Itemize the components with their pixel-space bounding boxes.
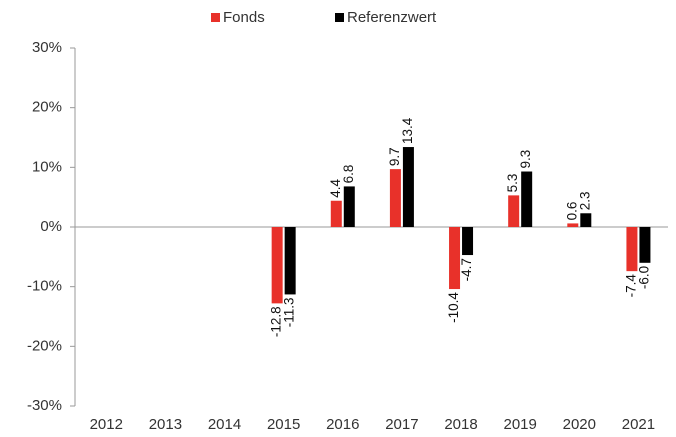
legend-swatch bbox=[335, 13, 344, 22]
x-tick-label: 2020 bbox=[563, 416, 596, 433]
bar bbox=[402, 147, 414, 227]
bar bbox=[449, 227, 461, 290]
data-label: -6.0 bbox=[636, 266, 651, 289]
bar bbox=[389, 169, 401, 227]
x-tick-label: 2016 bbox=[326, 416, 359, 433]
bar bbox=[521, 171, 533, 227]
x-tick-label: 2014 bbox=[208, 416, 241, 433]
bar bbox=[508, 195, 520, 227]
x-tick-label: 2019 bbox=[503, 416, 536, 433]
bar bbox=[271, 227, 283, 304]
bar bbox=[580, 213, 592, 227]
y-tick-label: 0% bbox=[40, 218, 62, 235]
bar bbox=[626, 227, 638, 272]
y-tick-label: -30% bbox=[27, 397, 62, 414]
bar bbox=[284, 227, 296, 295]
y-tick-label: 20% bbox=[32, 99, 62, 116]
x-tick-label: 2018 bbox=[444, 416, 477, 433]
data-label: -10.4 bbox=[446, 292, 461, 323]
data-label: -4.7 bbox=[459, 258, 474, 281]
data-label: 9.7 bbox=[387, 147, 402, 166]
data-label: -7.4 bbox=[623, 274, 638, 298]
y-tick-label: 10% bbox=[32, 158, 62, 175]
bar bbox=[330, 200, 342, 227]
x-tick-label: 2012 bbox=[90, 416, 123, 433]
y-tick-label: -10% bbox=[27, 278, 62, 295]
bar bbox=[343, 186, 355, 227]
data-label: -12.8 bbox=[269, 306, 284, 337]
y-tick-label: 30% bbox=[32, 39, 62, 56]
data-label: 13.4 bbox=[400, 117, 415, 144]
x-tick-label: 2021 bbox=[622, 416, 655, 433]
x-tick-label: 2013 bbox=[149, 416, 182, 433]
x-tick-label: 2017 bbox=[385, 416, 418, 433]
data-label: 0.6 bbox=[564, 202, 579, 221]
data-label: 9.3 bbox=[518, 150, 533, 169]
bar bbox=[567, 223, 579, 227]
y-tick-label: -20% bbox=[27, 337, 62, 354]
bar bbox=[462, 227, 474, 256]
legend-label: Fonds bbox=[223, 9, 265, 26]
data-label: 4.4 bbox=[328, 178, 343, 197]
data-label: 5.3 bbox=[505, 174, 520, 193]
legend-label: Referenzwert bbox=[347, 9, 437, 26]
data-label: 2.3 bbox=[577, 191, 592, 210]
legend-swatch bbox=[211, 13, 220, 22]
data-label: -11.3 bbox=[282, 297, 297, 327]
bar bbox=[639, 227, 651, 263]
x-tick-label: 2015 bbox=[267, 416, 300, 433]
data-label: 6.8 bbox=[341, 165, 356, 184]
